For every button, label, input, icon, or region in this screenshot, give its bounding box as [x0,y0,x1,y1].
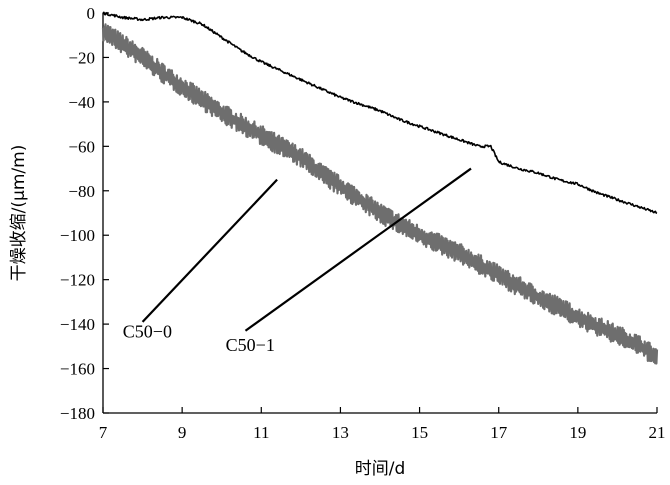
x-tick-label: 9 [178,423,187,442]
series-label: C50−1 [226,335,275,355]
leader-line [244,167,472,332]
x-tick-label: 21 [649,423,666,442]
x-tick-label: 19 [569,423,586,442]
series-line [102,11,658,215]
y-tick-label: −160 [60,360,95,379]
series-layer [101,11,659,365]
y-tick-label: −60 [68,137,95,156]
x-tick-label: 17 [490,423,508,442]
x-axis-title: 时间/d [355,459,406,479]
y-tick-label: −180 [60,404,95,423]
y-tick-label: −100 [60,226,95,245]
y-tick-label: −40 [68,93,95,112]
x-tick-label: 15 [411,423,428,442]
y-axis-title: 干燥收缩/(μm/m) [9,145,29,282]
y-axis-ticks: 0 −20 −40 −60 −80 −100 −120 −140 −160 −180 [60,4,109,423]
y-tick-label: −140 [60,315,95,334]
x-tick-label: 11 [253,423,269,442]
x-tick-label: 7 [99,423,108,442]
series-line [101,23,659,365]
leader-line [141,178,278,323]
x-tick-label: 13 [332,423,349,442]
plot-frame [102,13,657,414]
annotation-layer: C50−0 C50−1 [123,167,472,355]
x-axis-ticks: 7 9 11 13 15 17 19 21 [99,407,666,442]
y-tick-label: −120 [60,271,95,290]
y-tick-label: 0 [87,4,96,23]
y-tick-label: −20 [68,48,95,67]
y-tick-label: −80 [68,182,95,201]
series-label: C50−0 [123,321,172,341]
